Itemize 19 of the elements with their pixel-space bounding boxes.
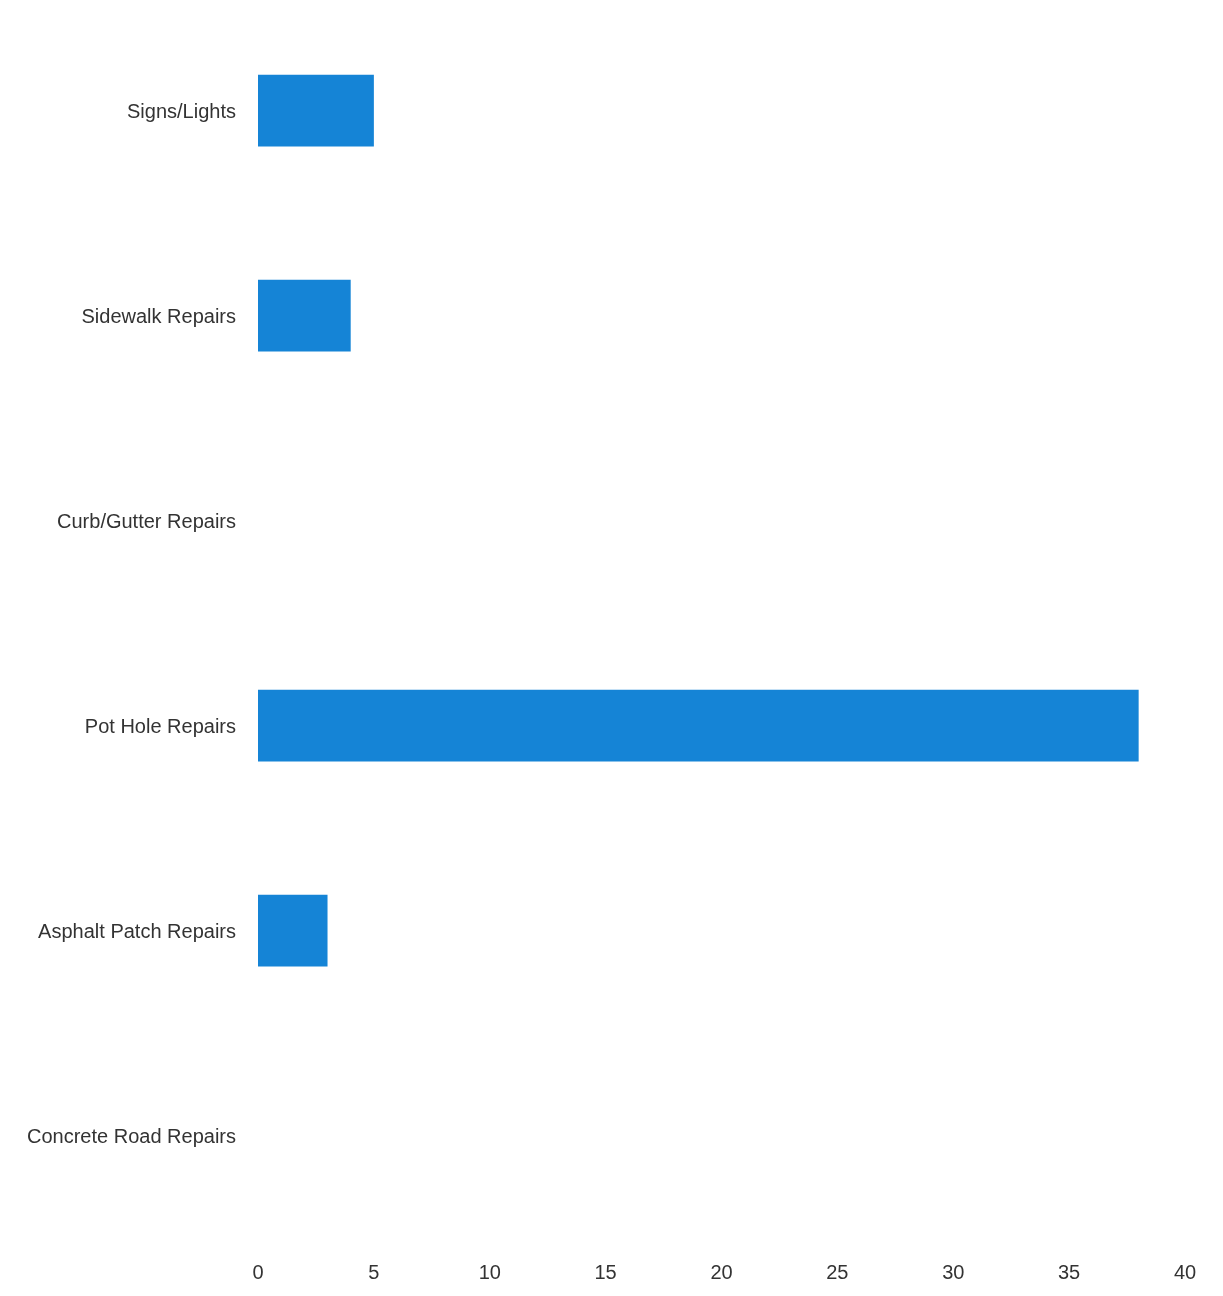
x-tick-label: 25 [826,1261,849,1283]
x-tick-label: 30 [942,1261,965,1283]
y-tick-label: Signs/Lights [127,99,236,122]
x-tick-label: 5 [368,1261,380,1283]
y-tick-label: Sidewalk Repairs [81,304,236,327]
bar [258,279,351,352]
x-tick-label: 10 [478,1261,501,1283]
y-tick-label: Pot Hole Repairs [84,714,236,737]
x-tick-label: 35 [1058,1261,1081,1283]
y-tick-label: Asphalt Patch Repairs [38,919,236,942]
x-tick-label: 20 [710,1261,733,1283]
y-tick-label: Concrete Road Repairs [27,1124,236,1147]
bar [258,689,1139,762]
x-tick-label: 15 [594,1261,617,1283]
y-tick-label: Curb/Gutter Repairs [57,509,236,532]
x-tick-label: 40 [1173,1261,1197,1283]
x-tick-label: 0 [252,1261,264,1283]
bar [258,894,328,967]
bar [258,74,374,147]
